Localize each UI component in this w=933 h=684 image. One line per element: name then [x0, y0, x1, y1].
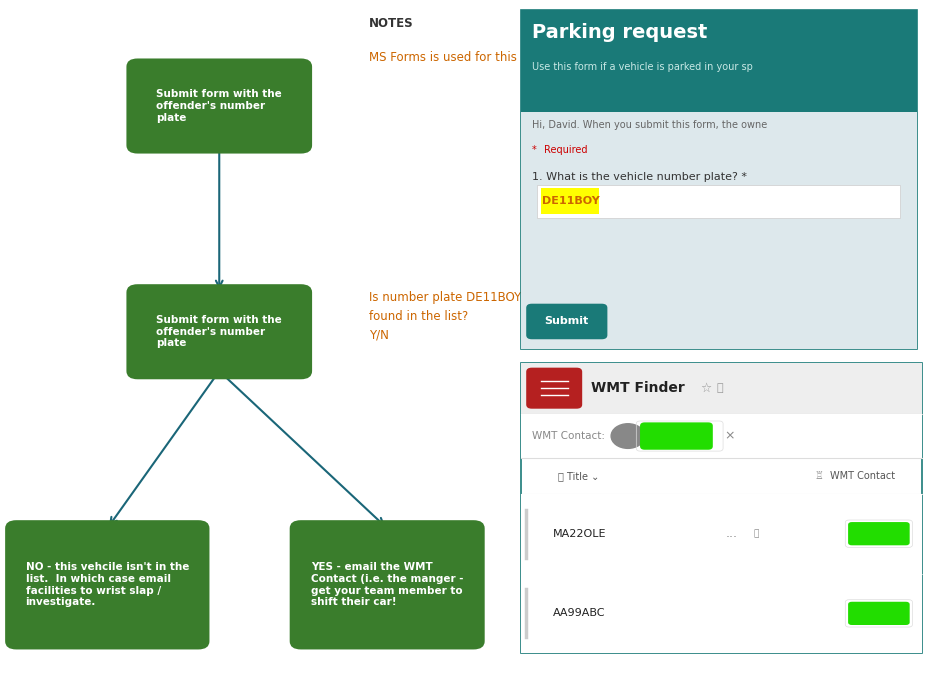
FancyBboxPatch shape: [521, 111, 917, 349]
FancyBboxPatch shape: [521, 573, 922, 653]
FancyBboxPatch shape: [640, 423, 713, 450]
Text: Submit: Submit: [545, 317, 589, 326]
Text: Parking request: Parking request: [532, 23, 707, 42]
Text: NO - this vehcile isn't in the
list.  In which case email
facilities to wrist sl: NO - this vehcile isn't in the list. In …: [25, 562, 189, 607]
FancyBboxPatch shape: [521, 363, 922, 414]
FancyBboxPatch shape: [848, 602, 910, 625]
FancyBboxPatch shape: [126, 59, 312, 154]
Text: ...: ...: [726, 527, 738, 540]
FancyBboxPatch shape: [289, 521, 485, 650]
FancyBboxPatch shape: [526, 368, 582, 409]
FancyBboxPatch shape: [541, 188, 599, 215]
Text: Use this form if a vehicle is parked in your sp: Use this form if a vehicle is parked in …: [532, 62, 753, 72]
FancyBboxPatch shape: [521, 494, 922, 573]
FancyBboxPatch shape: [848, 522, 910, 545]
Text: Required: Required: [544, 145, 588, 155]
FancyBboxPatch shape: [537, 185, 900, 218]
Text: Submit form with the
offender's number
plate: Submit form with the offender's number p…: [157, 315, 282, 348]
Text: ♖: ♖: [815, 471, 823, 481]
Text: 💬: 💬: [754, 529, 759, 538]
Circle shape: [611, 424, 645, 449]
Text: MS Forms is used for this: MS Forms is used for this: [369, 51, 516, 64]
Text: WMT Contact:: WMT Contact:: [532, 431, 605, 441]
Text: NOTES: NOTES: [369, 17, 413, 30]
FancyBboxPatch shape: [521, 363, 922, 653]
Text: YES - email the WMT
Contact (i.e. the manger -
get your team member to
shift the: YES - email the WMT Contact (i.e. the ma…: [311, 562, 464, 607]
Text: ×: ×: [724, 430, 734, 443]
Text: Hi, David. When you submit this form, the owne: Hi, David. When you submit this form, th…: [532, 120, 767, 130]
Text: WMT Contact: WMT Contact: [830, 471, 896, 481]
Text: AA99ABC: AA99ABC: [553, 608, 606, 618]
Text: <- Outputs: <- Outputs: [560, 571, 625, 584]
Text: MA22OLE: MA22OLE: [553, 529, 606, 539]
FancyBboxPatch shape: [521, 10, 917, 111]
Text: 1. What is the vehicle number plate? *: 1. What is the vehicle number plate? *: [532, 172, 746, 182]
Text: WMT Finder: WMT Finder: [591, 381, 684, 395]
Text: *: *: [532, 145, 539, 155]
FancyBboxPatch shape: [526, 304, 607, 339]
FancyBboxPatch shape: [6, 521, 209, 650]
FancyBboxPatch shape: [126, 285, 312, 379]
Text: Submit form with the
offender's number
plate: Submit form with the offender's number p…: [157, 90, 282, 122]
Text: Is number plate DE11BOY
found in the list?
Y/N: Is number plate DE11BOY found in the lis…: [369, 291, 521, 342]
FancyBboxPatch shape: [521, 414, 922, 458]
Text: ➕ Title ⌄: ➕ Title ⌄: [558, 471, 599, 481]
Text: ⦿: ⦿: [717, 383, 723, 393]
Text: ☆: ☆: [700, 382, 711, 395]
Text: DE11BOY: DE11BOY: [542, 196, 600, 207]
FancyBboxPatch shape: [521, 10, 917, 349]
